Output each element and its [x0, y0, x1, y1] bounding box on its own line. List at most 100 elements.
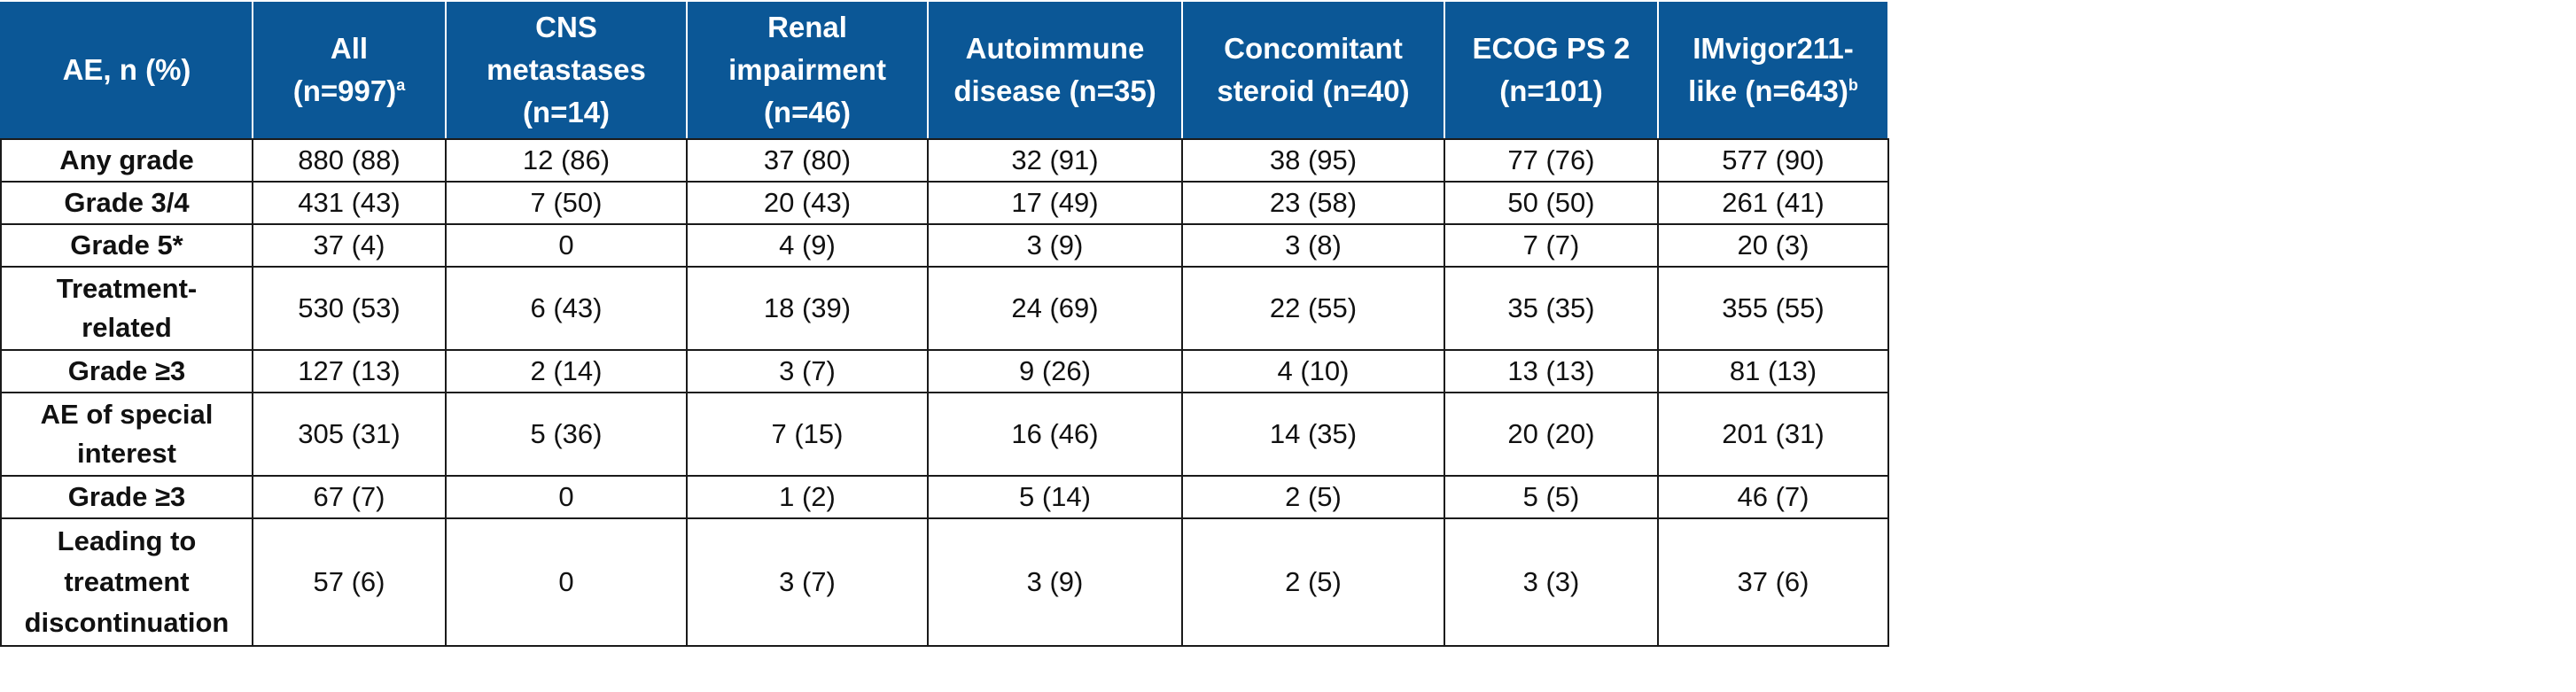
row-label: Grade ≥3 [0, 475, 253, 519]
table-cell: 3 (7) [686, 349, 929, 393]
table-cell: 3 (3) [1444, 517, 1659, 647]
row-label-line: Leading to [57, 525, 197, 556]
table-cell: 24 (69) [927, 266, 1183, 351]
header-text-line: metastases [486, 53, 646, 86]
table-cell: 37 (4) [252, 223, 447, 268]
table-cell: 0 [445, 517, 688, 647]
table-cell: 38 (95) [1181, 138, 1445, 183]
table-cell: 32 (91) [927, 138, 1183, 183]
table-cell: 355 (55) [1657, 266, 1889, 351]
table-cell: 22 (55) [1181, 266, 1445, 351]
renal-impairment-column-header: Renal impairment (n=46) [686, 0, 929, 140]
table-cell: 7 (50) [445, 181, 688, 225]
table-cell: 77 (76) [1444, 138, 1659, 183]
concomitant-steroid-column-header: Concomitant steroid (n=40) [1181, 0, 1445, 140]
table-cell: 7 (7) [1444, 223, 1659, 268]
table-cell: 12 (86) [445, 138, 688, 183]
header-text-line: steroid (n=40) [1217, 74, 1410, 107]
table-body: Any grade 880 (88) 12 (86) 37 (80) 32 (91) 38… [0, 138, 1889, 647]
table-row: Any grade 880 (88) 12 (86) 37 (80) 32 (91) 38… [0, 138, 1889, 183]
table-cell: 13 (13) [1444, 349, 1659, 393]
ae-summary-table: AE, n (%) All (n=997)a CNS metastases (n=14) R… [0, 0, 1889, 647]
table-cell: 431 (43) [252, 181, 447, 225]
footnote-marker: a [396, 76, 406, 94]
row-label-line: related [82, 312, 172, 343]
header-text-line: (n=997) [292, 74, 397, 107]
row-label: Grade 3/4 [0, 181, 253, 225]
table-cell: 37 (80) [686, 138, 929, 183]
table-row: Grade ≥3 67 (7) 0 1 (2) 5 (14) 2 (5) 5 (5) 46 (… [0, 475, 1889, 519]
table-cell: 16 (46) [927, 392, 1183, 477]
table-cell: 3 (7) [686, 517, 929, 647]
table-cell: 35 (35) [1444, 266, 1659, 351]
row-label: Leading to treatment discontinuation [0, 517, 253, 647]
table-header: AE, n (%) All (n=997)a CNS metastases (n=14) R… [0, 0, 1889, 140]
table-cell: 4 (9) [686, 223, 929, 268]
header-text-line: ECOG PS 2 [1472, 32, 1630, 65]
table-row: Grade ≥3 127 (13) 2 (14) 3 (7) 9 (26) 4 (10) 1… [0, 349, 1889, 393]
header-text-line: AE, n (%) [62, 53, 191, 86]
table-cell: 0 [445, 475, 688, 519]
header-text-line: IMvigor211- [1693, 32, 1854, 65]
row-label: Grade 5* [0, 223, 253, 268]
header-text-line: Renal [767, 11, 847, 43]
all-column-header: All (n=997)a [252, 0, 447, 140]
row-label-line: Any grade [59, 144, 194, 175]
header-row: AE, n (%) All (n=997)a CNS metastases (n=14) R… [0, 0, 1889, 140]
table-cell: 67 (7) [252, 475, 447, 519]
table-cell: 7 (15) [686, 392, 929, 477]
table-cell: 5 (36) [445, 392, 688, 477]
table-cell: 201 (31) [1657, 392, 1889, 477]
table-cell: 9 (26) [927, 349, 1183, 393]
cns-metastases-column-header: CNS metastases (n=14) [445, 0, 688, 140]
table-row: Leading to treatment discontinuation 57 (6)… [0, 517, 1889, 647]
table-cell: 261 (41) [1657, 181, 1889, 225]
table-cell: 2 (5) [1181, 517, 1445, 647]
table-row: Grade 5* 37 (4) 0 4 (9) 3 (9) 3 (8) 7 (7) 20 (3… [0, 223, 1889, 268]
table-cell: 3 (8) [1181, 223, 1445, 268]
row-label-line: treatment [64, 566, 190, 597]
table-cell: 23 (58) [1181, 181, 1445, 225]
autoimmune-disease-column-header: Autoimmune disease (n=35) [927, 0, 1183, 140]
row-label-line: Grade 5* [70, 229, 183, 260]
table-cell: 37 (6) [1657, 517, 1889, 647]
table-cell: 81 (13) [1657, 349, 1889, 393]
table-cell: 20 (43) [686, 181, 929, 225]
table-row: AE of special interest 305 (31) 5 (36) 7 (15… [0, 392, 1889, 477]
table-cell: 2 (5) [1181, 475, 1445, 519]
row-label: Any grade [0, 138, 253, 183]
table-cell: 18 (39) [686, 266, 929, 351]
table-cell: 0 [445, 223, 688, 268]
row-label-line: Grade ≥3 [67, 481, 186, 512]
header-text-line: CNS [535, 11, 597, 43]
table-cell: 530 (53) [252, 266, 447, 351]
header-text-line: Concomitant [1224, 32, 1403, 65]
row-label: Treatment-related [0, 266, 253, 351]
row-label-line: Treatment- [56, 273, 198, 304]
table-cell: 577 (90) [1657, 138, 1889, 183]
table-row: Treatment-related 530 (53) 6 (43) 18 (39) 24… [0, 266, 1889, 351]
table-cell: 17 (49) [927, 181, 1183, 225]
table-cell: 5 (5) [1444, 475, 1659, 519]
header-text-line: impairment [728, 53, 886, 86]
row-label-line: discontinuation [24, 607, 230, 638]
table-cell: 2 (14) [445, 349, 688, 393]
table-cell: 20 (20) [1444, 392, 1659, 477]
imvigor211-like-column-header: IMvigor211- like (n=643)b [1657, 0, 1889, 140]
table-cell: 6 (43) [445, 266, 688, 351]
table-cell: 20 (3) [1657, 223, 1889, 268]
header-text-line: Autoimmune [965, 32, 1145, 65]
ecog-ps2-column-header: ECOG PS 2 (n=101) [1444, 0, 1659, 140]
table-cell: 46 (7) [1657, 475, 1889, 519]
header-text-line: disease (n=35) [953, 74, 1156, 107]
table-cell: 1 (2) [686, 475, 929, 519]
table-cell: 3 (9) [927, 517, 1183, 647]
table-cell: 57 (6) [252, 517, 447, 647]
row-label: AE of special interest [0, 392, 253, 477]
table-cell: 3 (9) [927, 223, 1183, 268]
footnote-marker: b [1848, 76, 1858, 94]
table-row: Grade 3/4 431 (43) 7 (50) 20 (43) 17 (49) 23 … [0, 181, 1889, 225]
header-text-line: (n=14) [522, 96, 611, 128]
row-label-line: AE of special [40, 399, 214, 430]
header-text-line: All [330, 32, 369, 65]
